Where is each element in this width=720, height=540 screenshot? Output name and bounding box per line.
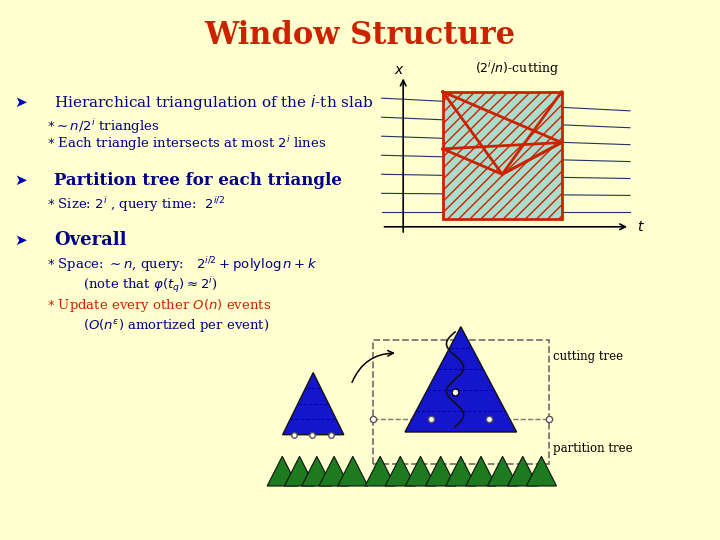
Polygon shape: [487, 456, 518, 486]
Text: $(O(n^\varepsilon)$ amortized per event): $(O(n^\varepsilon)$ amortized per event): [83, 316, 269, 334]
Polygon shape: [405, 327, 517, 432]
Text: (note that $\varphi(t_q)\approx 2^i$): (note that $\varphi(t_q)\approx 2^i$): [83, 275, 217, 294]
Text: Window Structure: Window Structure: [204, 19, 516, 51]
Polygon shape: [283, 373, 344, 435]
Text: $x$: $x$: [394, 63, 405, 77]
Polygon shape: [508, 456, 538, 486]
Polygon shape: [365, 456, 395, 486]
Polygon shape: [405, 456, 436, 486]
Text: ➤: ➤: [14, 173, 27, 188]
Text: $* \sim n/2^i$ triangles: $* \sim n/2^i$ triangles: [47, 117, 159, 136]
Polygon shape: [302, 456, 332, 486]
Text: ➤: ➤: [14, 233, 27, 248]
Polygon shape: [267, 456, 297, 486]
Text: $*$ Each triangle intersects at most $2^i$ lines: $*$ Each triangle intersects at most $2^…: [47, 134, 326, 152]
Polygon shape: [319, 456, 349, 486]
Text: $*$ Update every other $O(n)$ events: $*$ Update every other $O(n)$ events: [47, 296, 271, 314]
Text: $*$ Space: $\sim n$, query:   $2^{i/2}+\mathrm{polylog}\,n+k$: $*$ Space: $\sim n$, query: $2^{i/2}+\ma…: [47, 255, 318, 274]
Text: $t$: $t$: [637, 220, 645, 234]
Bar: [443, 92, 562, 219]
Text: Hierarchical triangulation of the $i$-th slab: Hierarchical triangulation of the $i$-th…: [54, 93, 374, 112]
Text: $(2^i/n)$-cutting: $(2^i/n)$-cutting: [474, 59, 559, 78]
FancyArrowPatch shape: [352, 350, 393, 382]
Text: Overall: Overall: [54, 231, 127, 249]
Polygon shape: [284, 456, 315, 486]
Bar: [373, 340, 549, 464]
Polygon shape: [466, 456, 496, 486]
Polygon shape: [526, 456, 557, 486]
Polygon shape: [338, 456, 368, 486]
Text: $*$ Size: $2^i$ , query time:  $2^{i/2}$: $*$ Size: $2^i$ , query time: $2^{i/2}$: [47, 195, 225, 213]
Text: partition tree: partition tree: [553, 442, 633, 455]
Polygon shape: [385, 456, 415, 486]
Text: cutting tree: cutting tree: [553, 350, 623, 363]
Text: Partition tree for each triangle: Partition tree for each triangle: [54, 172, 342, 190]
Polygon shape: [426, 456, 456, 486]
Polygon shape: [446, 456, 476, 486]
Text: ➤: ➤: [14, 95, 27, 110]
